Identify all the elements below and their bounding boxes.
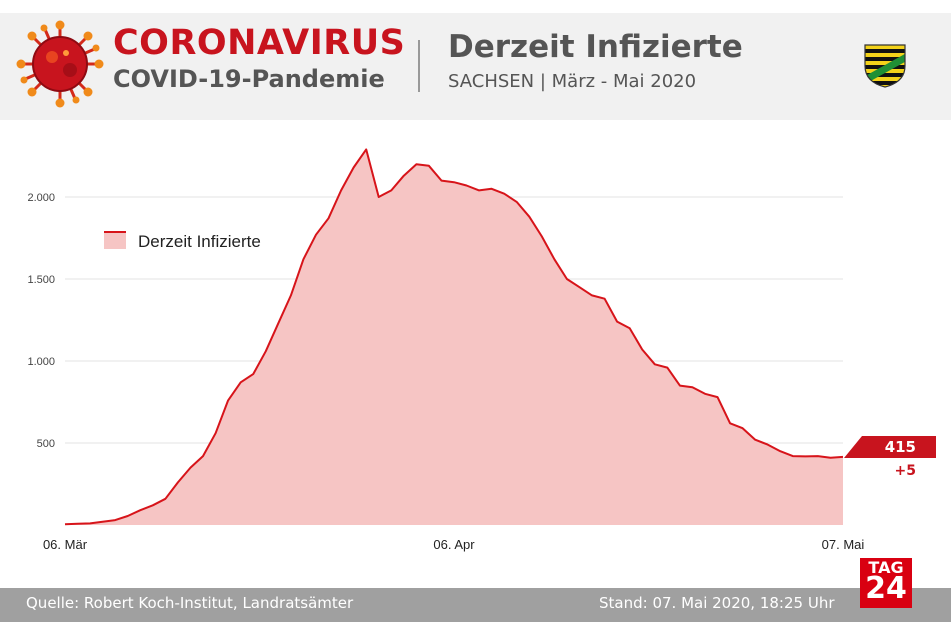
footer-bar [0, 588, 951, 622]
legend-label: Derzeit Infizierte [138, 232, 261, 251]
logo-tag: TAG [868, 558, 904, 577]
date-text: Stand: 07. Mai 2020, 18:25 Uhr [599, 594, 835, 612]
y-tick-label: 2.000 [27, 192, 55, 204]
header-banner [0, 13, 951, 120]
tag24-logo: TAG 24 [860, 558, 912, 608]
x-tick-label: 06. Apr [433, 537, 475, 552]
y-axis-labels: 500 1.000 1.500 2.000 [27, 192, 55, 450]
y-tick-label: 500 [37, 438, 55, 450]
series-line [64, 148, 844, 526]
latest-value: 415 [885, 438, 916, 456]
header-divider [418, 40, 420, 92]
latest-value-tag [844, 436, 936, 458]
x-axis-labels: 06. Mär 06. Apr 07. Mai [43, 537, 864, 552]
latest-value-callout: 415 +5 [844, 436, 936, 479]
source-text: Quelle: Robert Koch-Institut, Landratsäm… [26, 594, 354, 612]
x-tick-label: 06. Mär [43, 537, 88, 552]
header-title: CORONAVIRUS [113, 23, 406, 63]
y-tick-label: 1.500 [27, 274, 55, 286]
saxony-crest-icon [864, 44, 906, 88]
latest-change: +5 [895, 463, 916, 479]
chart-subtitle: SACHSEN | März - Mai 2020 [448, 71, 697, 92]
x-tick-label: 07. Mai [822, 537, 865, 552]
series-area [65, 149, 843, 525]
legend-swatch [104, 231, 126, 249]
logo-number: 24 [865, 571, 907, 606]
header-subtitle: COVID-19-Pandemie [113, 65, 385, 93]
chart-title: Derzeit Infizierte [448, 29, 743, 65]
legend: Derzeit Infizierte [104, 231, 261, 251]
y-tick-label: 1.000 [27, 356, 55, 368]
coronavirus-icon [16, 20, 104, 108]
